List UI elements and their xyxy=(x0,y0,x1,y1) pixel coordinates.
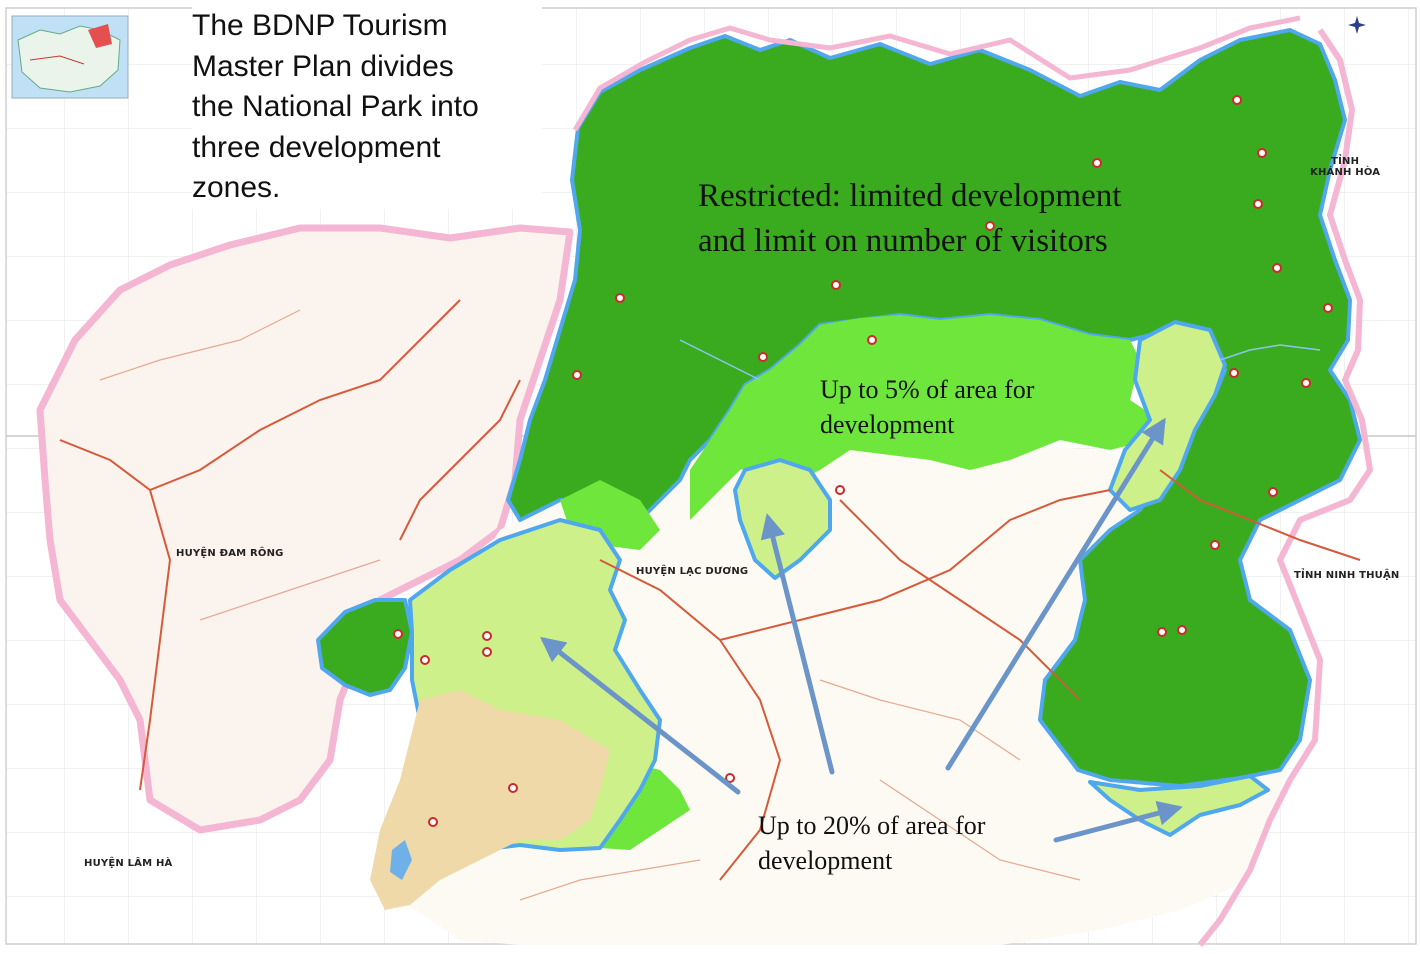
five-label-line-2: development xyxy=(820,410,955,439)
place-dam-rong: HUYỆN ĐAM RÔNG xyxy=(176,548,284,559)
arrow-to-southeast-20-zone xyxy=(1053,800,1183,843)
compass-icon xyxy=(1348,16,1366,34)
twenty-percent-zone-label: Up to 20% of area for development xyxy=(758,808,985,878)
intro-line-1: The BDNP Tourism xyxy=(192,9,448,42)
intro-line-4: three development xyxy=(192,130,441,164)
intro-line-5: zones. xyxy=(192,171,281,204)
place-lam-ha: HUYỆN LÂM HÀ xyxy=(84,858,173,869)
intro-text: The BDNP Tourism Master Plan divides the… xyxy=(192,6,542,209)
arrow-to-west-20-zone xyxy=(540,636,741,795)
restricted-zone-label: Restricted: limited development and limi… xyxy=(698,174,1121,264)
restricted-zone-west xyxy=(316,598,414,697)
map-markers xyxy=(393,95,1333,827)
rivers xyxy=(679,339,1321,381)
intro-line-2: Master Plan divides xyxy=(192,49,454,83)
place-ninh-thuan: TỈNH NINH THUẬN xyxy=(1294,570,1400,581)
place-khanh-hoa: TỈNH KHÁNH HÒA xyxy=(1310,156,1380,178)
arrow-to-east-20-zone xyxy=(945,417,1166,771)
five-percent-zone-label: Up to 5% of area for development xyxy=(820,372,1034,442)
place-lac-duong: HUYỆN LẠC DƯƠNG xyxy=(636,566,749,577)
place-khanh-hoa-line-1: TỈNH xyxy=(1331,156,1360,167)
tan-development-area xyxy=(370,690,610,910)
twenty-label-line-2: development xyxy=(758,846,893,875)
restricted-zone xyxy=(506,28,1362,788)
minor-roads xyxy=(99,309,1081,901)
restricted-label-line-2: and limit on number of visitors xyxy=(698,223,1108,259)
five-label-line-1: Up to 5% of area for xyxy=(820,375,1035,404)
roads xyxy=(59,299,1361,881)
arrow-to-north-20-zone xyxy=(760,513,835,775)
eastern-province-border xyxy=(1197,28,1373,947)
zone-arrows xyxy=(540,417,1183,843)
locator-inset-map xyxy=(11,15,129,99)
restricted-label-line-1: Restricted: limited development xyxy=(698,178,1122,214)
twenty-label-line-1: Up to 20% of area for xyxy=(758,811,986,840)
lake xyxy=(390,840,412,880)
northern-province-border xyxy=(572,15,1301,132)
intro-line-3: the National Park into xyxy=(192,90,479,123)
western-province-area xyxy=(36,224,574,834)
place-khanh-hoa-line-2: KHÁNH HÒA xyxy=(1310,167,1381,178)
